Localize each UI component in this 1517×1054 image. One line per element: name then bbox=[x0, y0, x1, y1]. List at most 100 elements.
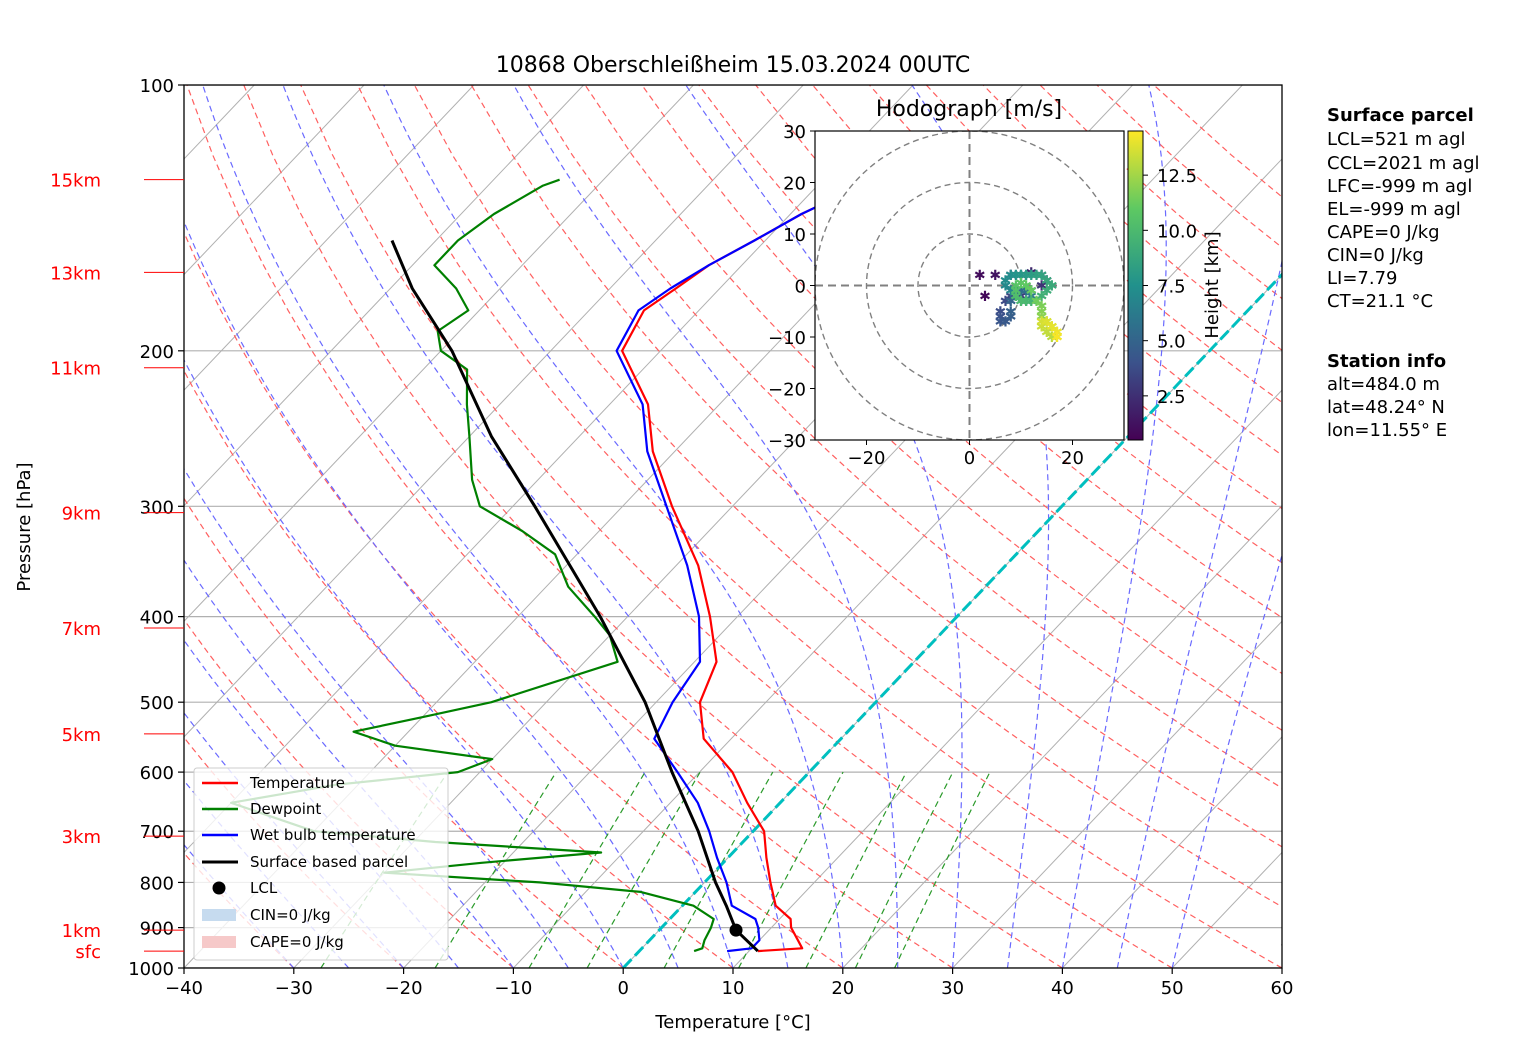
dry-adiabat bbox=[184, 497, 624, 968]
y-tick-label: 400 bbox=[140, 608, 174, 629]
y-axis-label: Pressure [hPa] bbox=[14, 462, 35, 591]
hodograph-point: ✱ bbox=[1000, 315, 1012, 331]
x-tick-label: −40 bbox=[165, 978, 203, 999]
hodograph-point: ✱ bbox=[1036, 268, 1048, 284]
hodograph-y-tick-label: −20 bbox=[768, 380, 806, 401]
isotherm-line bbox=[1062, 736, 1282, 968]
wind-barb-staff bbox=[1281, 677, 1282, 679]
y-tick-label: 700 bbox=[140, 822, 174, 843]
hodograph-point: ✱ bbox=[1046, 279, 1058, 295]
wind-barb-staff bbox=[1281, 541, 1282, 543]
wind-barb-flag bbox=[1330, 826, 1334, 848]
wind-barb-flag bbox=[1336, 793, 1338, 816]
wind-barb-staff bbox=[1281, 851, 1282, 853]
height-tick-label: 15km bbox=[50, 171, 101, 192]
lcl-marker bbox=[729, 923, 743, 937]
surface-parcel-line: EL=-999 m agl bbox=[1327, 199, 1461, 220]
hodograph-point: ✱ bbox=[1010, 289, 1022, 305]
height-tick-label: 3km bbox=[62, 827, 101, 848]
wind-barb-flag bbox=[1318, 93, 1324, 115]
hodograph-point: ✱ bbox=[1036, 309, 1048, 325]
height-tick-label: 1km bbox=[62, 921, 101, 942]
surface-parcel-line: LFC=-999 m agl bbox=[1327, 176, 1472, 197]
hodograph-colorbar bbox=[1127, 130, 1144, 441]
hodograph-point: ✱ bbox=[974, 268, 986, 284]
colorbar-tick-label: 12.5 bbox=[1157, 166, 1197, 187]
legend-swatch-cape bbox=[202, 936, 236, 948]
hodograph-point: ✱ bbox=[1031, 268, 1043, 284]
hodograph-point: ✱ bbox=[1005, 294, 1017, 310]
wind-barb-flag bbox=[1324, 629, 1330, 651]
hodograph-point: ✱ bbox=[1005, 268, 1017, 284]
hodograph-point: ✱ bbox=[995, 304, 1007, 320]
hodograph-point: ✱ bbox=[1025, 266, 1037, 282]
y-tick-label: 600 bbox=[140, 763, 174, 784]
chart-title: 10868 Oberschleißheim 15.03.2024 00UTC bbox=[496, 53, 971, 78]
hodograph-point: ✱ bbox=[1041, 273, 1053, 289]
hodograph-title: Hodograph [m/s] bbox=[876, 97, 1062, 122]
y-tick-label: 500 bbox=[140, 693, 174, 714]
hodograph-point: ✱ bbox=[995, 315, 1007, 331]
hodograph-point: ✱ bbox=[1041, 325, 1053, 341]
wind-barb-flag bbox=[1323, 892, 1331, 913]
moist-adiabat bbox=[685, 85, 963, 968]
hodograph-ticks: −20 0 20 30 20 10 0 −10 −20 −30 bbox=[768, 122, 1084, 469]
wind-barb-flag bbox=[1318, 598, 1324, 620]
hodograph-point: ✱ bbox=[1015, 294, 1027, 310]
wind-barb-flag bbox=[1301, 994, 1324, 996]
legend: Temperature Dewpoint Wet bulb temperatur… bbox=[193, 767, 449, 961]
isotherm-line bbox=[184, 85, 475, 391]
moist-adiabat bbox=[282, 85, 789, 968]
dry-adiabat bbox=[527, 85, 1282, 789]
wind-barb-half-flag bbox=[1330, 495, 1333, 506]
hodograph-ring bbox=[917, 233, 1022, 338]
hodograph-point: ✱ bbox=[1015, 268, 1027, 284]
wind-barb-flag bbox=[1324, 660, 1330, 682]
surface-parcel-line: CAPE=0 J/kg bbox=[1327, 222, 1440, 243]
hodograph-point: ✱ bbox=[1046, 320, 1058, 336]
legend-label-cin: CIN=0 J/kg bbox=[250, 906, 331, 924]
hodograph-point: ✱ bbox=[1025, 284, 1037, 300]
hodograph-point: ✱ bbox=[1020, 279, 1032, 295]
height-tick-label: 11km bbox=[50, 359, 101, 380]
hodograph-y-tick-label: 0 bbox=[795, 277, 806, 298]
wind-barb-flag bbox=[1337, 870, 1343, 892]
mixing-ratio-line bbox=[528, 771, 646, 968]
hodograph-point: ✱ bbox=[1051, 325, 1063, 341]
hodograph-point: ✱ bbox=[1025, 284, 1037, 300]
wind-barb-flag bbox=[1329, 915, 1339, 936]
wind-barb-flag bbox=[1318, 632, 1324, 654]
y-tick-label: 300 bbox=[140, 497, 174, 518]
height-tick-label: 9km bbox=[62, 504, 101, 525]
hodograph-point: ✱ bbox=[1041, 284, 1053, 300]
x-tick-label: −30 bbox=[275, 978, 313, 999]
y-tick-label: 800 bbox=[140, 873, 174, 894]
x-tick-label: 60 bbox=[1271, 978, 1294, 999]
wind-barb-flag bbox=[1322, 914, 1332, 935]
surface-parcel-line: CT=21.1 °C bbox=[1327, 291, 1433, 312]
hodograph-point: ✱ bbox=[1025, 289, 1037, 305]
hodograph-point: ✱ bbox=[1010, 289, 1022, 305]
hodograph-point: ✱ bbox=[1010, 284, 1022, 300]
mixing-ratio-line bbox=[434, 771, 557, 968]
isotherm-line bbox=[184, 85, 585, 507]
legend-label-cape: CAPE=0 J/kg bbox=[250, 933, 344, 951]
station-info-line: lon=11.55° E bbox=[1327, 420, 1447, 441]
hodograph-point: ✱ bbox=[1000, 294, 1012, 310]
hodograph-point: ✱ bbox=[1051, 330, 1063, 346]
height-tick-label: 5km bbox=[62, 725, 101, 746]
colorbar-tick-label: 10.0 bbox=[1157, 221, 1197, 242]
height-tick-label: sfc bbox=[75, 942, 101, 963]
mixing-ratio-line bbox=[805, 771, 907, 968]
wind-barb-flag bbox=[1329, 310, 1331, 333]
moist-adiabat bbox=[184, 358, 624, 968]
wind-barb-flag bbox=[1323, 870, 1329, 892]
hodograph-point: ✱ bbox=[1005, 284, 1017, 300]
wind-barb-flag bbox=[1336, 549, 1338, 572]
wind-barb-staff bbox=[1281, 580, 1282, 582]
moist-adiabat bbox=[184, 220, 679, 968]
wind-barb-flag bbox=[1330, 870, 1336, 892]
wind-barb-flag bbox=[1337, 851, 1343, 873]
wind-barb-half-flag bbox=[1322, 807, 1323, 818]
